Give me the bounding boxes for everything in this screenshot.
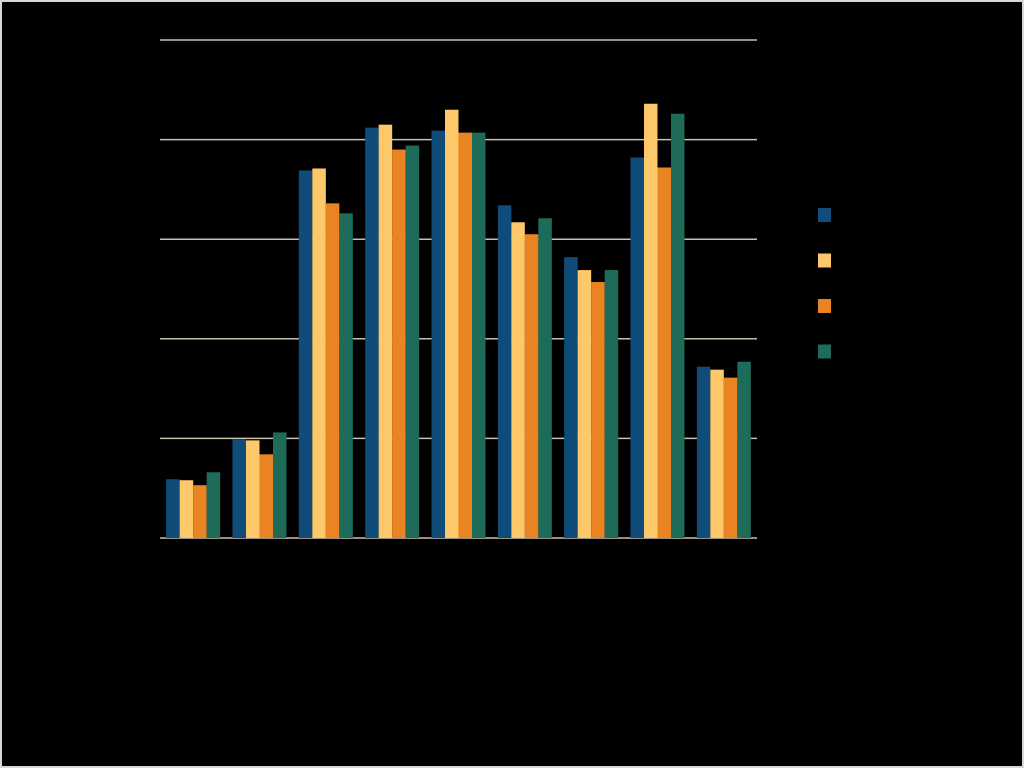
bar: [696, 366, 711, 538]
bar: [392, 149, 406, 538]
bar: [604, 270, 619, 538]
legend-swatch: [818, 299, 831, 313]
bar: [445, 109, 459, 538]
bar: [325, 203, 340, 538]
legend-swatch: [818, 208, 831, 222]
bar: [259, 454, 273, 538]
bar: [232, 439, 246, 538]
bar: [710, 369, 724, 538]
bar: [538, 218, 552, 538]
bar: [472, 132, 486, 539]
bar: [193, 485, 207, 538]
bar: [564, 257, 578, 538]
bar: [431, 130, 445, 539]
bar: [179, 480, 194, 538]
legend-swatch: [818, 253, 831, 268]
bar: [630, 157, 644, 538]
bar: [497, 205, 512, 538]
bar: [273, 432, 287, 538]
bar: [644, 103, 658, 538]
bar: [671, 113, 685, 538]
bar: [577, 270, 592, 538]
bar: [166, 479, 180, 538]
bar: [365, 127, 379, 538]
bar: [723, 377, 738, 538]
bar: [511, 222, 525, 538]
bar: [657, 167, 671, 538]
bar: [405, 145, 420, 539]
bar: [312, 168, 326, 538]
bar: [524, 234, 539, 538]
bar: [591, 282, 605, 538]
legend-swatch: [818, 344, 831, 359]
bar: [206, 472, 221, 538]
bar: [737, 361, 751, 538]
bar: [458, 132, 472, 539]
bar: [378, 124, 393, 538]
bar: [246, 440, 260, 538]
bar: [339, 213, 353, 538]
bar: [298, 170, 313, 538]
